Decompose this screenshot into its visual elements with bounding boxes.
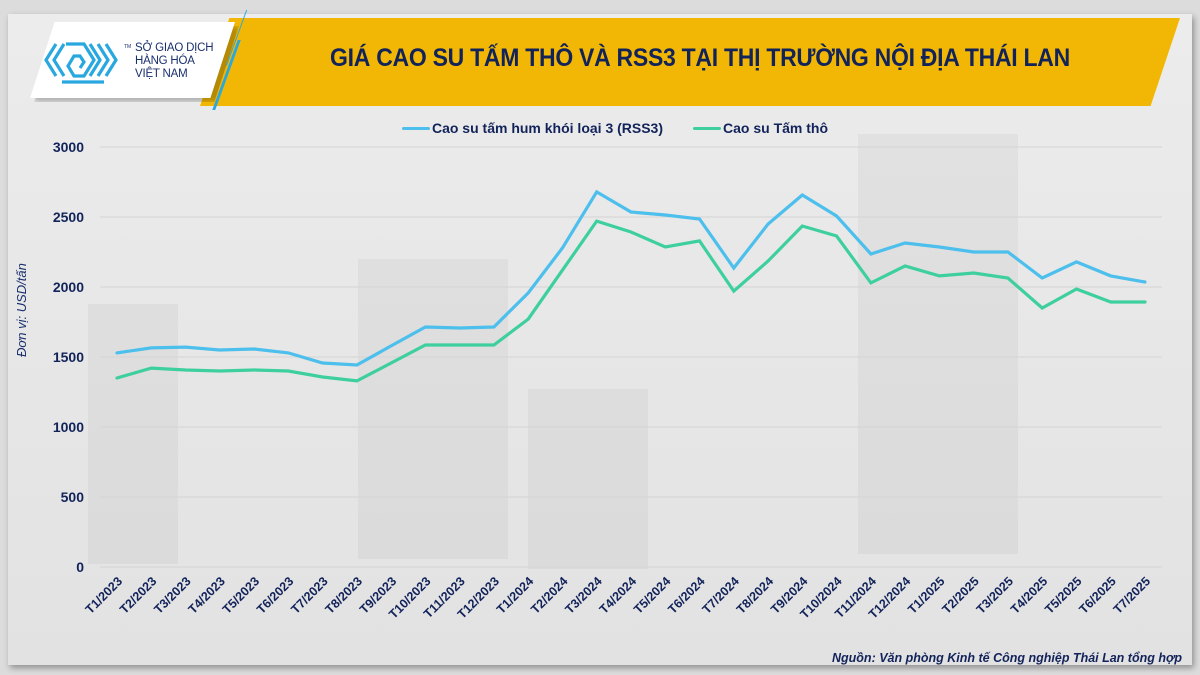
x-tick-label: T2/2025: [939, 574, 981, 616]
x-tick-label: T5/2023: [220, 574, 262, 616]
legend-swatch-rss3: [401, 126, 430, 130]
series-lines: [115, 189, 1147, 383]
legend-item-tam-tho[interactable]: Cao su Tấm thô: [693, 120, 828, 136]
x-tick-label: T3/2024: [563, 574, 605, 616]
x-axis-ticks: T1/2023T2/2023T3/2023T4/2023T5/2023T6/20…: [83, 574, 1153, 621]
x-tick-label: T3/2025: [974, 574, 1016, 616]
x-tick-label: T4/2024: [597, 574, 639, 616]
grid-lines: [100, 146, 1162, 568]
x-tick-label: T7/2024: [700, 574, 742, 616]
title-banner: [200, 18, 1180, 106]
x-tick-label: T1/2023: [83, 574, 125, 616]
x-tick-label: T7/2025: [1111, 574, 1153, 616]
logo-line-3: VIỆT NAM: [135, 68, 188, 80]
legend-item-rss3[interactable]: Cao su tấm hum khói loại 3 (RSS3): [401, 120, 664, 136]
y-tick-label: 500: [61, 489, 85, 505]
x-tick-label: T3/2023: [151, 574, 193, 616]
x-tick-label: T4/2023: [186, 574, 228, 616]
logo-icon: [44, 42, 118, 84]
x-tick-label: T5/2025: [1042, 574, 1084, 616]
logo-card: [30, 22, 235, 98]
x-tick-label: T8/2023: [323, 574, 365, 616]
y-tick-label: 0: [76, 559, 84, 575]
x-tick-label: T1/2025: [905, 574, 947, 616]
x-tick-label: T6/2024: [665, 574, 707, 616]
logo-trademark: TM: [124, 44, 132, 50]
x-tick-label: T5/2024: [631, 574, 673, 616]
series-line-tam-tho[interactable]: [115, 219, 1147, 383]
y-axis-ticks: 0 500 1000 1500 2000 2500 3000: [53, 139, 84, 575]
legend-label-rss3: Cao su tấm hum khói loại 3 (RSS3): [431, 120, 664, 136]
x-tick-label: T4/2025: [1008, 574, 1050, 616]
legend-label-tam-tho: Cao su Tấm thô: [723, 120, 829, 136]
x-tick-label: T6/2025: [1077, 574, 1119, 616]
y-tick-label: 2500: [53, 209, 84, 225]
chart-legend: Cao su tấm hum khói loại 3 (RSS3) Cao su…: [0, 120, 1200, 136]
x-tick-label: T2/2024: [528, 574, 570, 616]
y-tick-label: 1000: [53, 419, 84, 435]
y-tick-label: 1500: [53, 349, 84, 365]
chart-frame: [8, 14, 1192, 665]
y-tick-label: 3000: [53, 139, 84, 155]
x-tick-label: T8/2024: [734, 574, 776, 616]
x-tick-label: T2/2023: [117, 574, 159, 616]
x-tick-label: T1/2024: [494, 574, 536, 616]
y-tick-label: 2000: [53, 279, 84, 295]
logo-line-1: SỞ GIAO DỊCH: [135, 42, 214, 54]
logo-line-2: HÀNG HÓA: [135, 55, 195, 67]
legend-swatch-tam-tho: [693, 126, 722, 130]
logo-text: SỞ GIAO DỊCH HÀNG HÓA VIỆT NAM: [135, 42, 214, 81]
page-title: GIÁ CAO SU TẤM THÔ VÀ RSS3 TẠI THỊ TRƯỜN…: [330, 44, 1070, 72]
series-line-rss3[interactable]: [115, 189, 1147, 367]
x-tick-label: T7/2023: [288, 574, 330, 616]
source-note: Nguồn: Văn phòng Kinh tế Công nghiệp Thá…: [832, 651, 1182, 665]
x-tick-label: T6/2023: [254, 574, 296, 616]
